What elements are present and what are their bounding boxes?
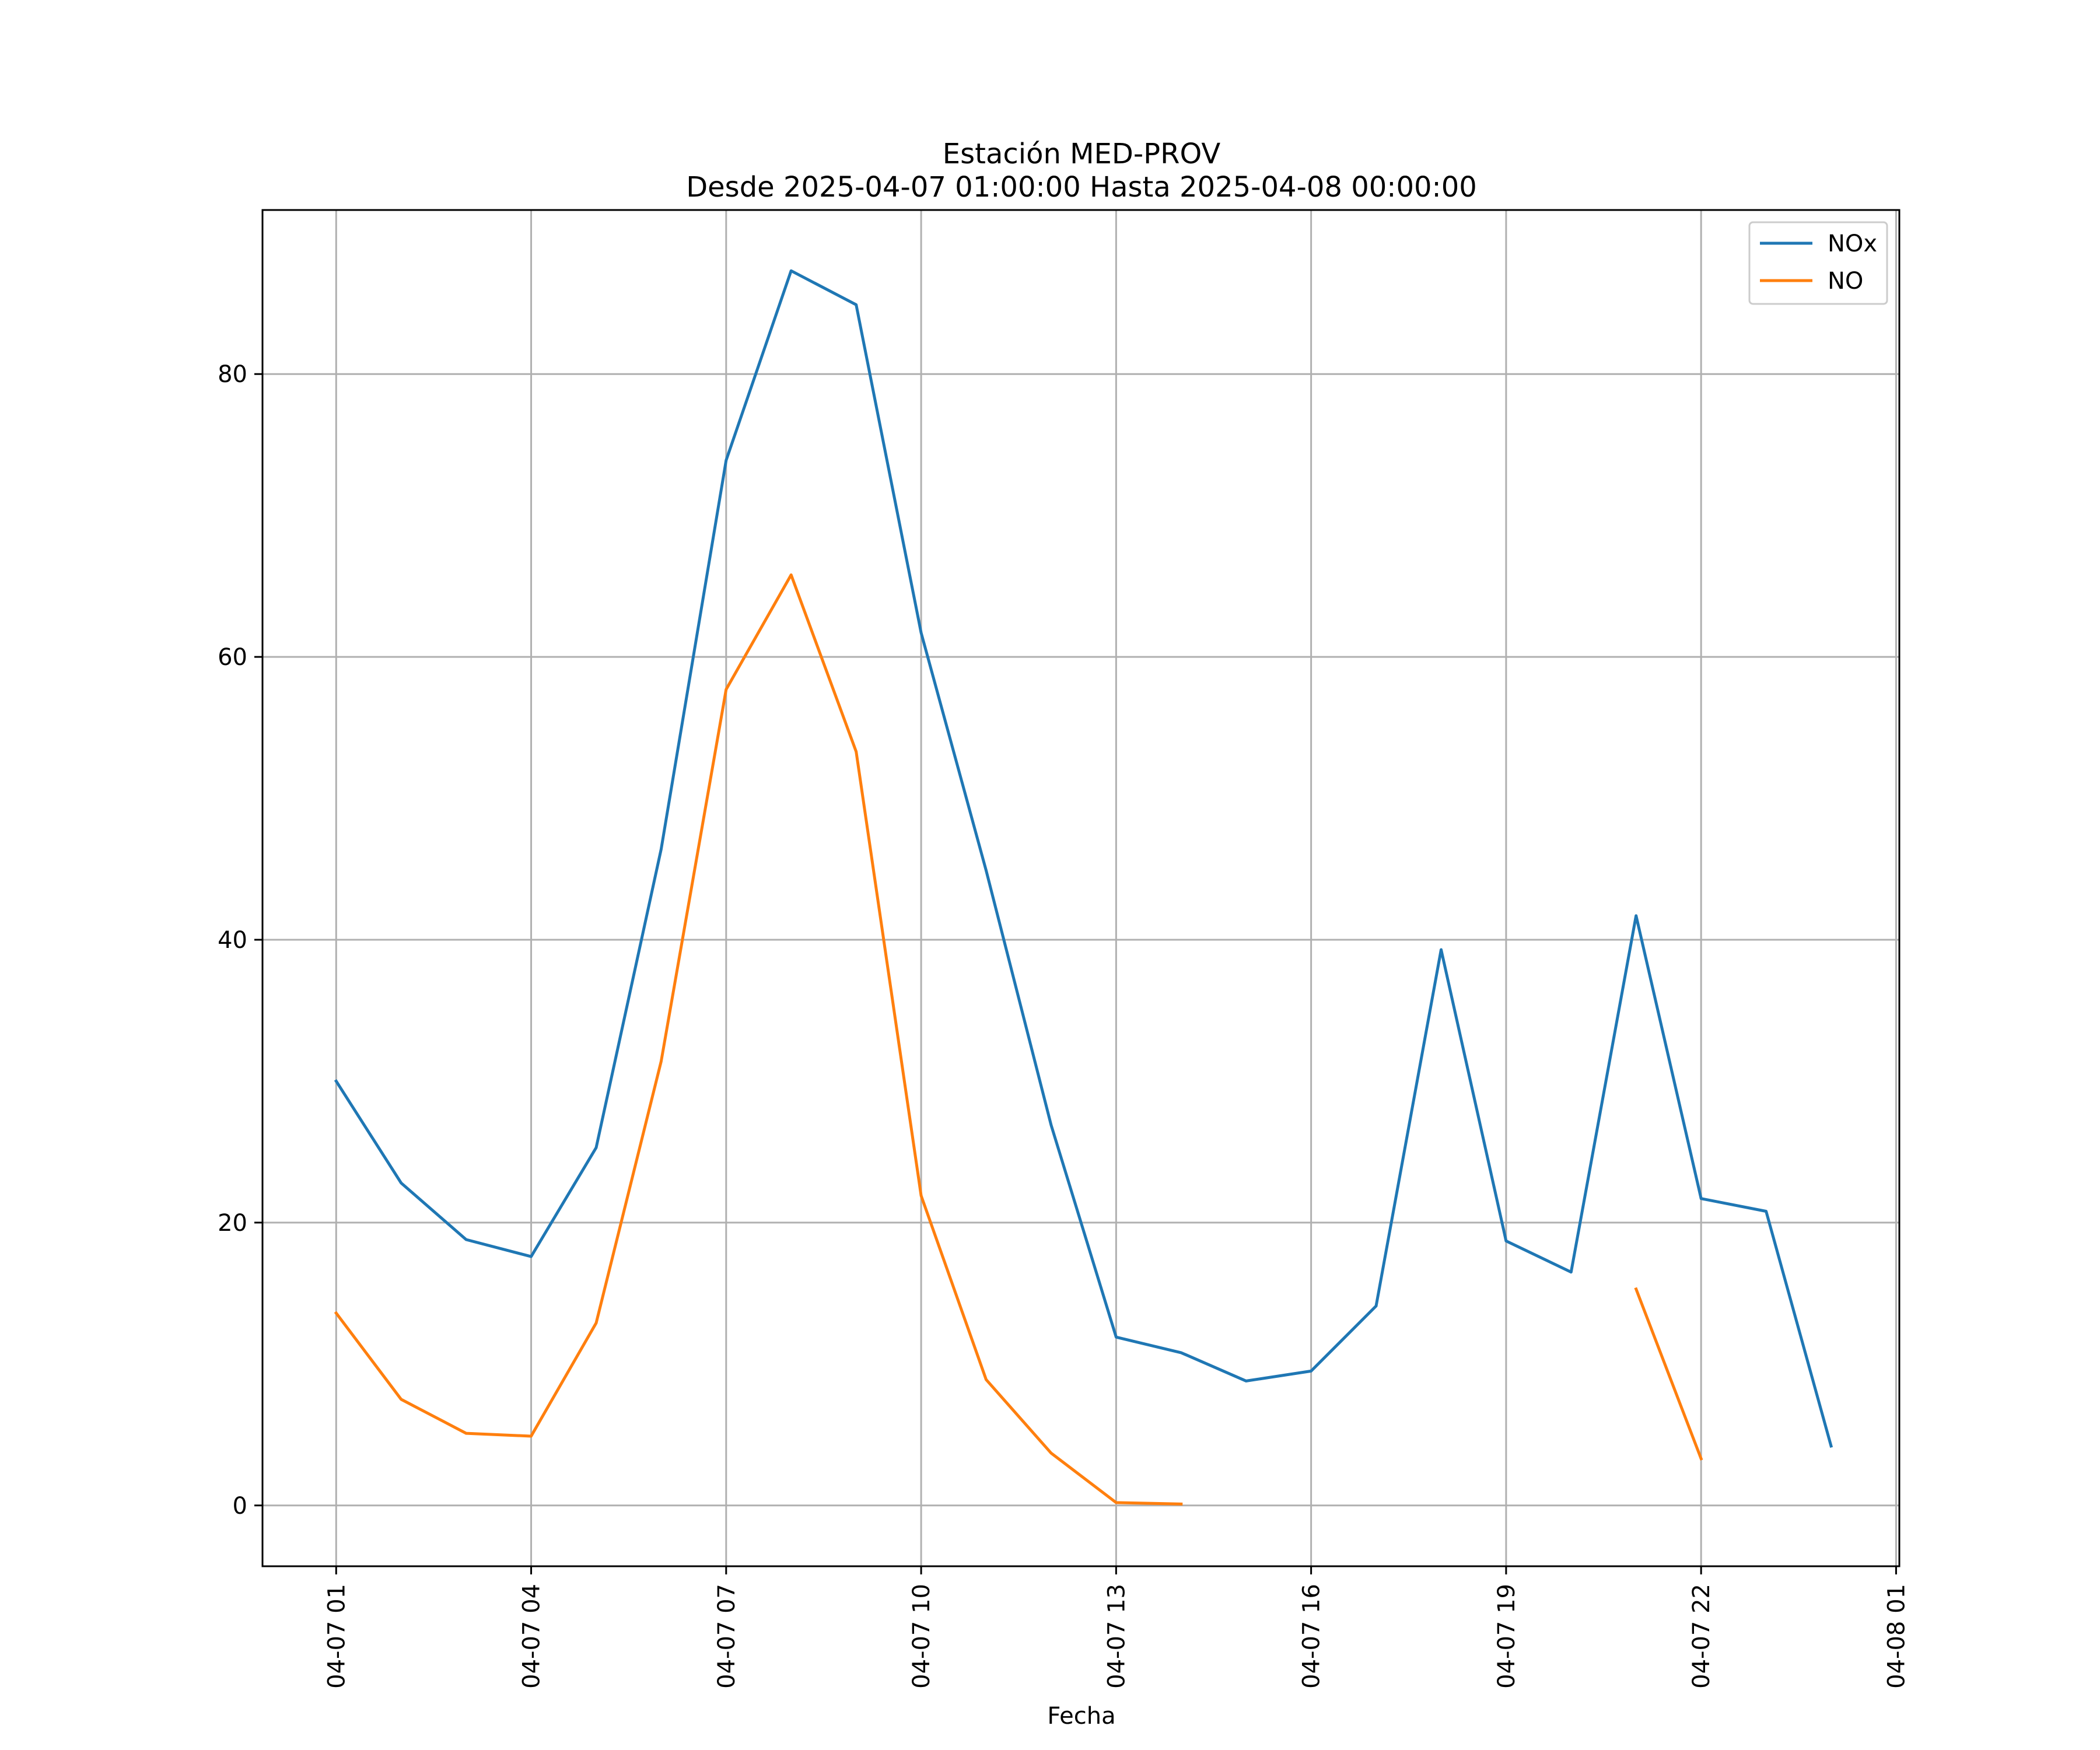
chart-title: Estación MED-PROV xyxy=(943,138,1221,170)
x-tick-label: 04-07 04 xyxy=(519,1584,545,1689)
x-tick-label: 04-07 16 xyxy=(1298,1584,1325,1689)
y-axis-ticks: 0 20 40 60 80 xyxy=(218,361,262,1520)
y-tick-label: 0 xyxy=(233,1493,247,1520)
y-tick-label: 80 xyxy=(218,361,247,388)
x-axis-label: Fecha xyxy=(1047,1703,1115,1730)
series-line-nox xyxy=(334,269,1833,1448)
x-tick-label: 04-07 13 xyxy=(1103,1584,1130,1689)
x-tick-label: 04-07 07 xyxy=(713,1584,740,1689)
plot-frame xyxy=(261,209,1901,1567)
legend: NOx NO xyxy=(1748,221,1888,305)
y-tick-label: 40 xyxy=(218,927,247,954)
x-tick-label: 04-07 19 xyxy=(1493,1584,1520,1689)
x-tick-label: 04-07 01 xyxy=(323,1584,350,1689)
chart-subtitle: Desde 2025-04-07 01:00:00 Hasta 2025-04-… xyxy=(686,171,1477,204)
series-lines xyxy=(334,269,1833,1506)
x-tick-label: 04-08 01 xyxy=(1883,1584,1910,1689)
x-tick-label: 04-07 22 xyxy=(1688,1584,1715,1689)
legend-label-no: NO xyxy=(1828,268,1863,295)
gridlines xyxy=(262,210,1899,1566)
x-tick-label: 04-07 10 xyxy=(908,1584,935,1689)
y-tick-label: 60 xyxy=(218,644,247,671)
series-line-no xyxy=(1634,1287,1703,1461)
y-tick-label: 20 xyxy=(218,1210,247,1237)
series-line-no xyxy=(334,573,1183,1506)
x-axis-ticks: 04-07 01 04-07 04 04-07 07 04-07 10 04-07 13… xyxy=(323,1566,1910,1689)
legend-label-nox: NOx xyxy=(1828,230,1877,257)
